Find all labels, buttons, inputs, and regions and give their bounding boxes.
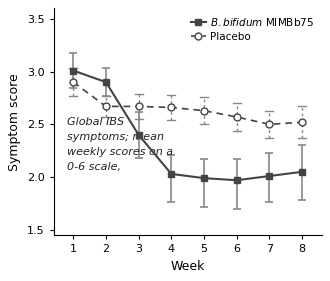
Legend: $\it{B. bifidum}$ MIMBb75, Placebo: $\it{B. bifidum}$ MIMBb75, Placebo: [188, 13, 316, 44]
X-axis label: Week: Week: [171, 260, 205, 273]
Text: Global IBS
symptoms; mean
weekly scores on a
0-6 scale,: Global IBS symptoms; mean weekly scores …: [67, 117, 173, 172]
Y-axis label: Symptom score: Symptom score: [8, 73, 21, 171]
